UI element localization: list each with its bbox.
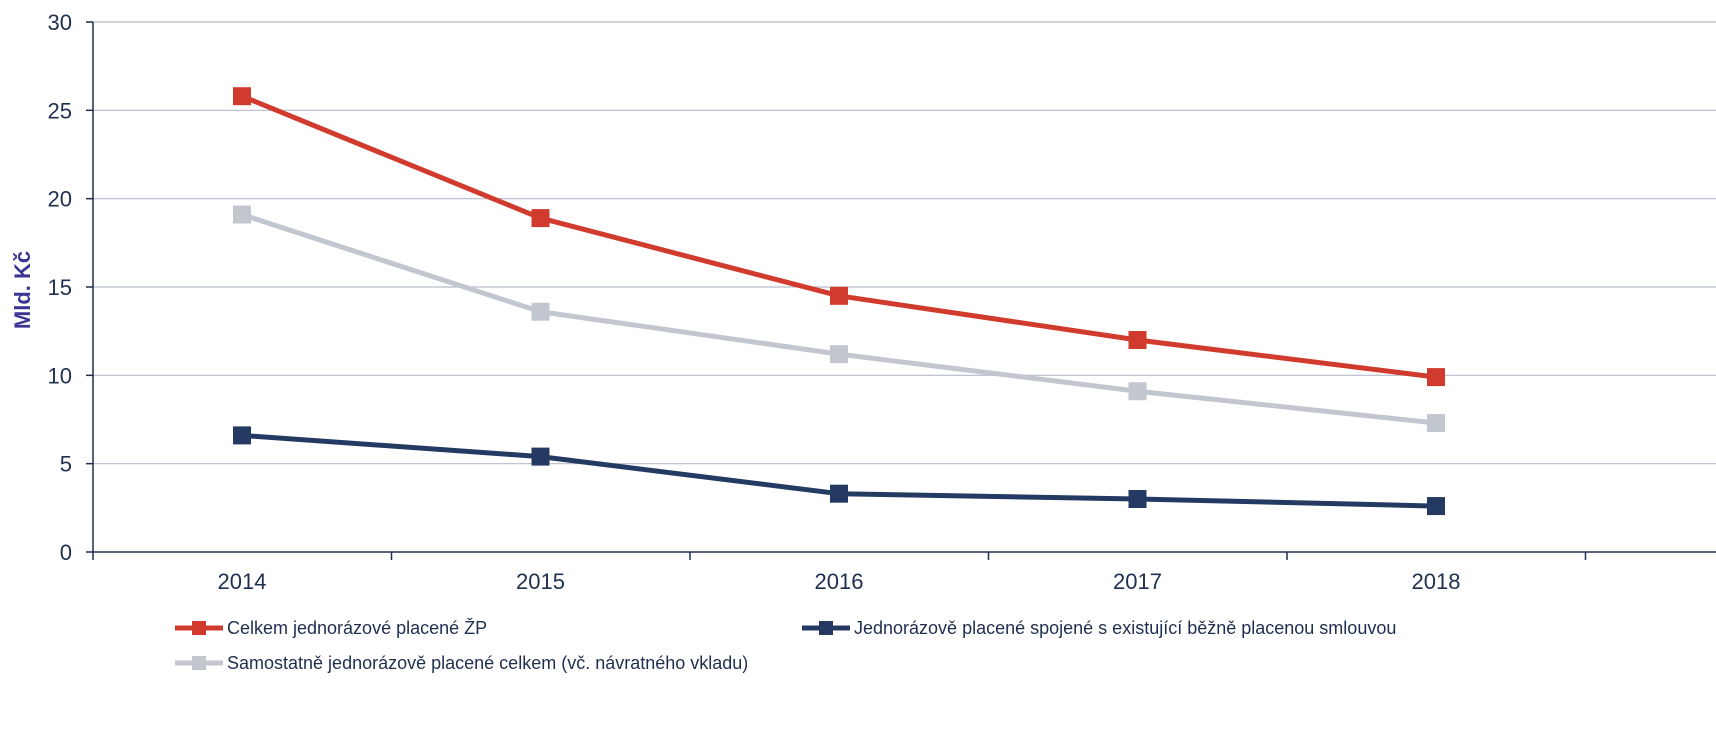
legend: Celkem jednorázové placené ŽP Jednorázově… — [175, 618, 1396, 673]
legend-label: Samostatně jednorázově placené celkem (v… — [227, 653, 748, 673]
data-point — [233, 205, 251, 224]
x-tick-label: 2018 — [1412, 569, 1461, 594]
x-tick-label: 2014 — [218, 569, 267, 594]
axes — [86, 21, 1716, 560]
grid-lines — [93, 21, 1716, 465]
data-point — [1427, 368, 1445, 387]
series-line — [241, 212, 1437, 426]
y-axis-label: Mld. Kč — [10, 251, 35, 329]
y-tick-label: 5 — [60, 452, 72, 477]
data-point — [531, 447, 550, 466]
y-tick-label: 10 — [48, 363, 72, 388]
x-tick-label: 2015 — [516, 569, 565, 594]
y-tick-label: 0 — [60, 540, 72, 565]
data-point — [830, 345, 848, 364]
y-tick-label: 20 — [48, 187, 72, 212]
legend-swatch-marker — [819, 621, 833, 635]
legend-swatch-marker — [192, 621, 206, 635]
data-point — [1128, 382, 1147, 401]
legend-item-2: Samostatně jednorázově placené celkem (v… — [175, 653, 748, 673]
data-point — [531, 302, 550, 321]
data-point — [233, 87, 251, 106]
series-1 — [233, 426, 1445, 516]
series-0 — [233, 87, 1445, 387]
y-tick-label: 15 — [48, 275, 72, 300]
data-point — [531, 209, 550, 228]
legend-swatch-marker — [192, 656, 206, 670]
data-point — [830, 286, 848, 305]
data-point — [1128, 490, 1147, 508]
series-layer — [233, 87, 1445, 516]
x-tick-labels: 2014 2015 2016 2017 2018 — [218, 569, 1461, 594]
legend-label: Celkem jednorázové placené ŽP — [227, 618, 487, 638]
data-point — [1427, 497, 1445, 516]
data-point — [1427, 414, 1445, 433]
data-point — [830, 484, 848, 503]
x-tick-label: 2016 — [815, 569, 864, 594]
data-point — [233, 426, 251, 445]
legend-item-0: Celkem jednorázové placené ŽP — [175, 618, 487, 638]
data-point — [1128, 331, 1147, 349]
y-tick-labels: 0 5 10 15 20 25 30 — [48, 10, 72, 565]
y-tick-label: 30 — [48, 10, 72, 35]
y-tick-label: 25 — [48, 98, 72, 123]
x-tick-label: 2017 — [1113, 569, 1162, 594]
legend-label: Jednorázově placené spojené s existující… — [854, 618, 1396, 638]
legend-item-1: Jednorázově placené spojené s existující… — [802, 618, 1396, 638]
series-2 — [233, 205, 1445, 433]
series-line — [241, 93, 1437, 380]
